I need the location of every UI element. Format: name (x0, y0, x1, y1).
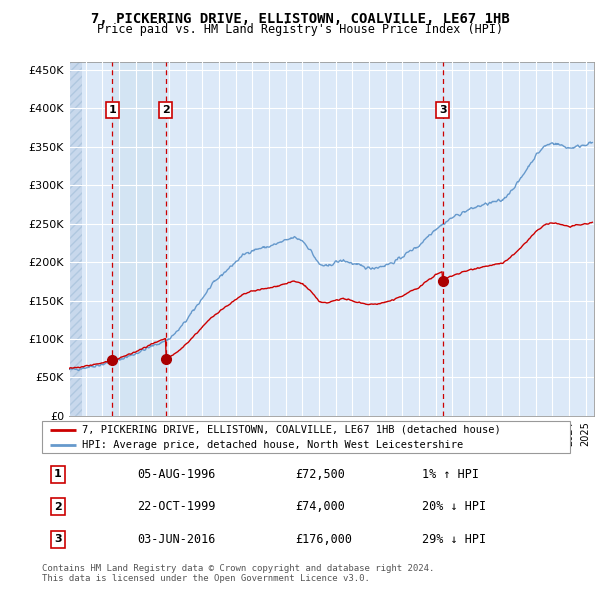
Text: £74,000: £74,000 (295, 500, 346, 513)
Bar (112, 62, 166, 416)
Text: 03-JUN-2016: 03-JUN-2016 (137, 533, 215, 546)
Text: 2: 2 (162, 105, 170, 114)
Text: 1% ↑ HPI: 1% ↑ HPI (422, 468, 479, 481)
Text: 1: 1 (54, 469, 62, 479)
Text: 3: 3 (54, 535, 62, 545)
Text: £176,000: £176,000 (295, 533, 352, 546)
Text: Contains HM Land Registry data © Crown copyright and database right 2024.
This d: Contains HM Land Registry data © Crown c… (42, 564, 434, 583)
Text: 22-OCT-1999: 22-OCT-1999 (137, 500, 215, 513)
Text: Price paid vs. HM Land Registry's House Price Index (HPI): Price paid vs. HM Land Registry's House … (97, 23, 503, 36)
Text: £72,500: £72,500 (295, 468, 346, 481)
Text: 05-AUG-1996: 05-AUG-1996 (137, 468, 215, 481)
Text: HPI: Average price, detached house, North West Leicestershire: HPI: Average price, detached house, Nort… (82, 440, 463, 450)
Text: 20% ↓ HPI: 20% ↓ HPI (422, 500, 486, 513)
Text: 7, PICKERING DRIVE, ELLISTOWN, COALVILLE, LE67 1HB: 7, PICKERING DRIVE, ELLISTOWN, COALVILLE… (91, 12, 509, 27)
Text: 1: 1 (108, 105, 116, 114)
Text: 2: 2 (54, 502, 62, 512)
Text: 7, PICKERING DRIVE, ELLISTOWN, COALVILLE, LE67 1HB (detached house): 7, PICKERING DRIVE, ELLISTOWN, COALVILLE… (82, 425, 500, 435)
Text: 3: 3 (439, 105, 446, 114)
Text: 29% ↓ HPI: 29% ↓ HPI (422, 533, 486, 546)
